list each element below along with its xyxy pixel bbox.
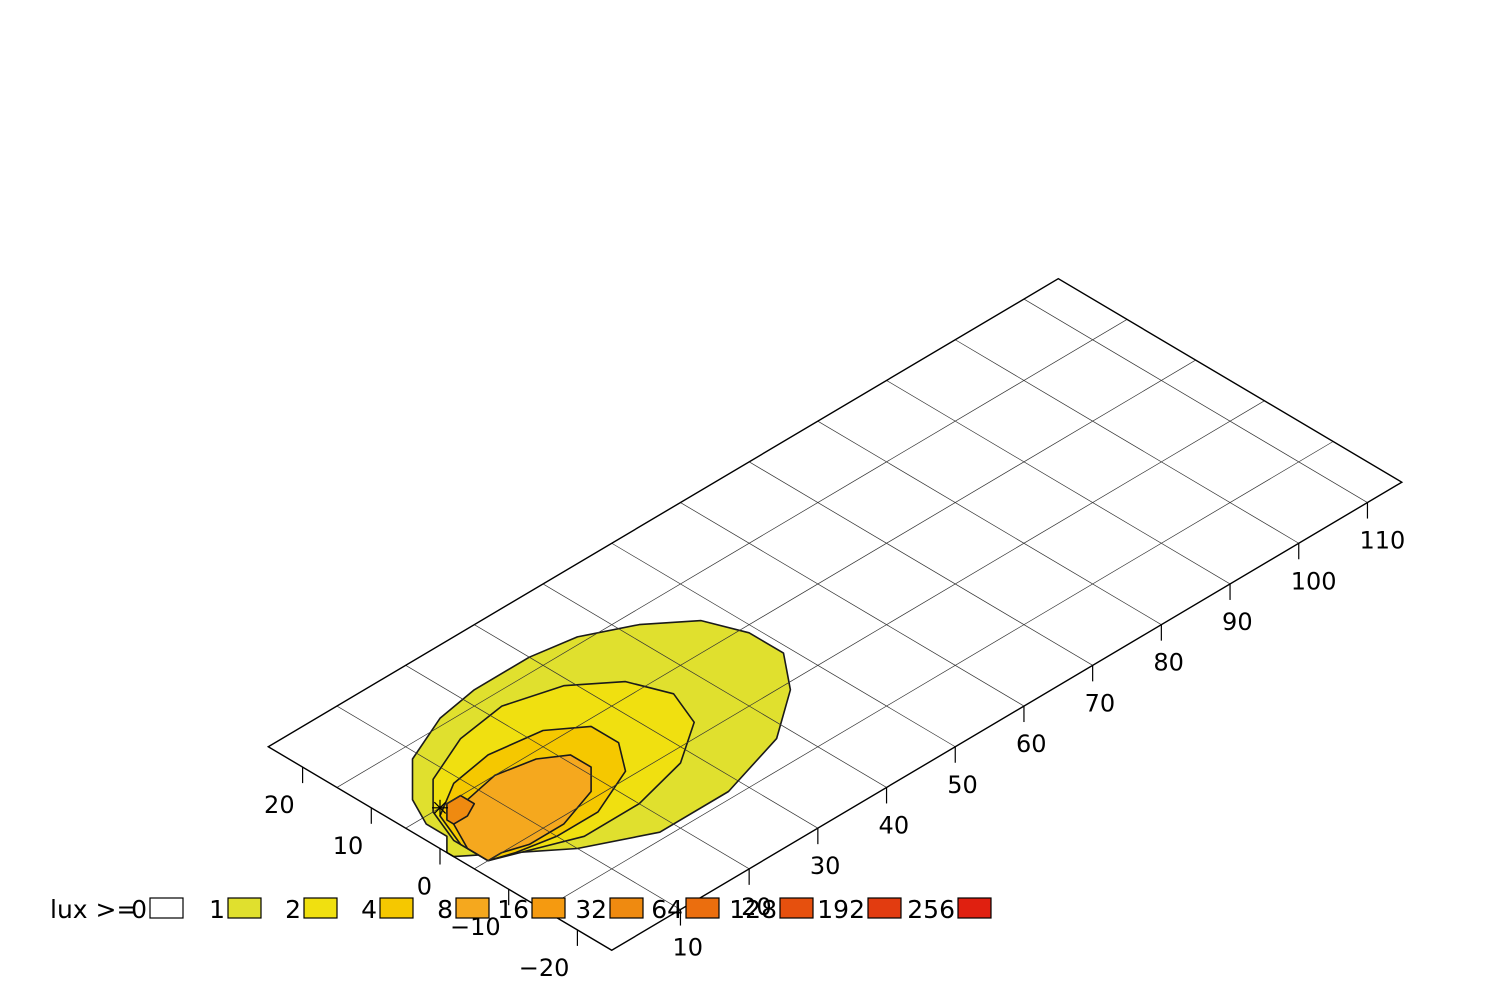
grid-line-x [1023, 298, 1368, 503]
legend-label: 8 [437, 895, 453, 924]
legend-label: 256 [907, 895, 955, 924]
grid-line-x [611, 542, 956, 748]
legend-prefix: lux >= [50, 895, 137, 924]
grid-line-x [817, 420, 1162, 625]
legend-label: 1 [209, 895, 225, 924]
legend-swatch [779, 897, 814, 919]
legend-label: 16 [497, 895, 529, 924]
legend-swatch [303, 897, 338, 919]
x-axis: 10 20 30 40 50 60 70 80 90 100 110 [672, 502, 1405, 962]
legend-swatch [455, 897, 490, 919]
legend-label: 0 [131, 895, 147, 924]
legend-swatch [867, 897, 902, 919]
legend-swatch [227, 897, 262, 919]
grid-line-x [542, 583, 887, 788]
x-tick-label: 10 [672, 934, 703, 962]
isolux-contours [411, 619, 792, 862]
legend-label: 192 [817, 895, 865, 924]
x-tick-label: 80 [1153, 649, 1184, 677]
grid-line-x [405, 665, 750, 870]
grid-line-x [336, 705, 681, 910]
legend: lux >=0 1 2 4 8 16 32 64 128 192 256 [50, 895, 992, 924]
grid-line-y [405, 359, 1196, 829]
grid-line-y [336, 319, 1128, 788]
grid-line-x [680, 502, 1025, 707]
grid-line-x [955, 339, 1299, 544]
legend-label: 32 [575, 895, 607, 924]
legend-label: 64 [651, 895, 683, 924]
grid-line-x [886, 380, 1231, 585]
y-tick-label: 0 [417, 873, 432, 901]
legend-swatch [149, 897, 184, 919]
grid-line-x [748, 461, 1093, 666]
light-source-marker [432, 799, 448, 816]
x-tick-label: 100 [1291, 567, 1337, 595]
legend-swatch [609, 897, 644, 919]
grid-line-x [474, 624, 819, 829]
x-tick-label: 70 [1085, 689, 1116, 717]
source-ray [433, 801, 447, 814]
y-tick-label: 20 [264, 791, 295, 819]
ground-plane-outline [266, 277, 1404, 952]
legend-label: 2 [285, 895, 301, 924]
x-tick-label: 110 [1359, 527, 1405, 555]
plane-outline [266, 277, 1404, 952]
grid-line-y [474, 400, 1265, 870]
legend-swatch [531, 897, 566, 919]
y-tick-label: −20 [519, 954, 570, 982]
x-tick-label: 90 [1222, 608, 1253, 636]
x-tick-label: 60 [1016, 730, 1047, 758]
grid-line-y [542, 441, 1334, 910]
x-tick-label: 40 [879, 811, 910, 839]
legend-swatch [379, 897, 414, 919]
x-tick-label: 30 [810, 852, 841, 880]
x-tick-label: 50 [947, 771, 978, 799]
legend-label: 4 [361, 895, 377, 924]
legend-swatch [957, 897, 992, 919]
legend-swatch [685, 897, 720, 919]
legend-label: 128 [729, 895, 777, 924]
x-tick-label: 20 [741, 893, 772, 921]
y-tick-label: 10 [333, 832, 364, 860]
